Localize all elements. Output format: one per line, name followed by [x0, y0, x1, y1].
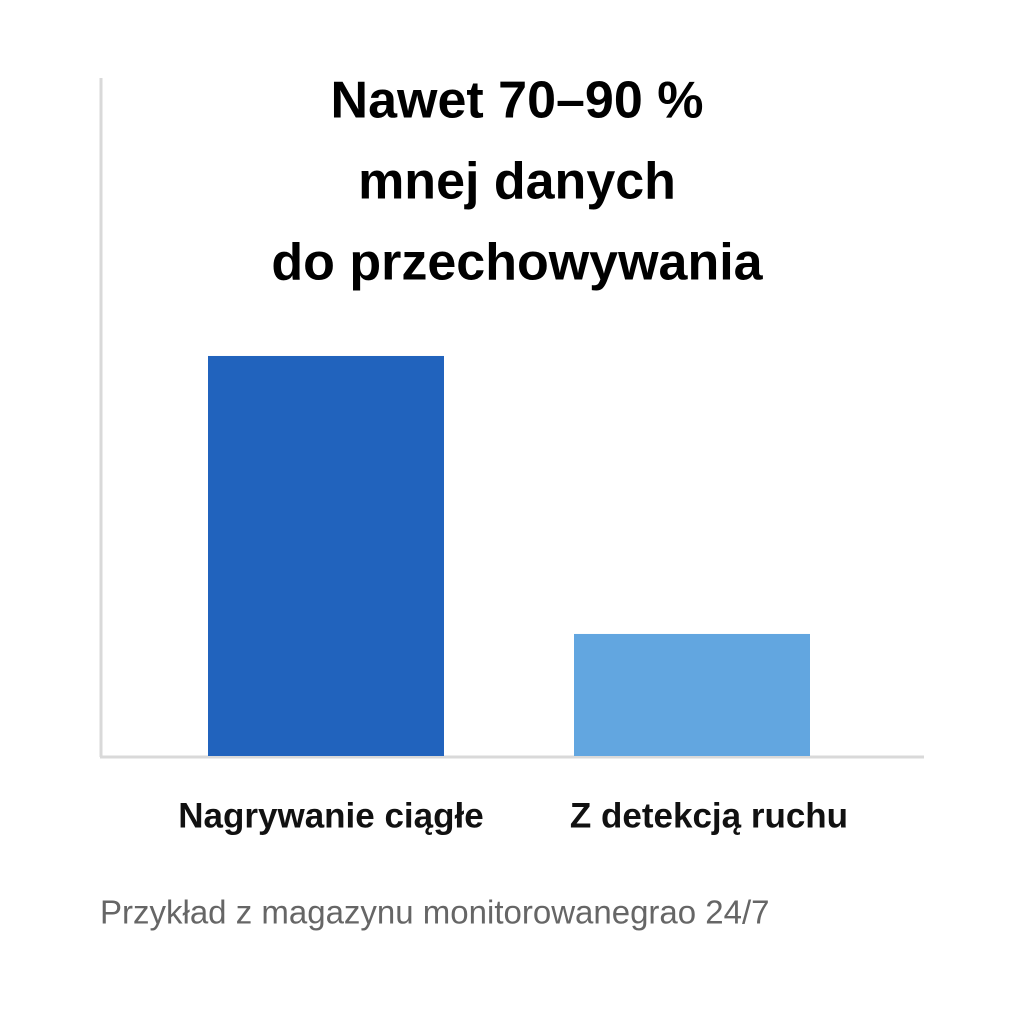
- chart-title: mnej danych: [358, 153, 676, 211]
- bar: [574, 633, 810, 756]
- note: Przykład z magazynu monitorowanegrao 24/…: [100, 894, 770, 931]
- chart-title: Nawet 70–90 %: [331, 72, 704, 130]
- x-tick-label: Nagrywanie ciągłe: [178, 796, 483, 835]
- x-tick-label: Z detekcją ruchu: [570, 796, 848, 835]
- bar: [208, 355, 444, 756]
- chart-title: do przechowywania: [271, 234, 763, 292]
